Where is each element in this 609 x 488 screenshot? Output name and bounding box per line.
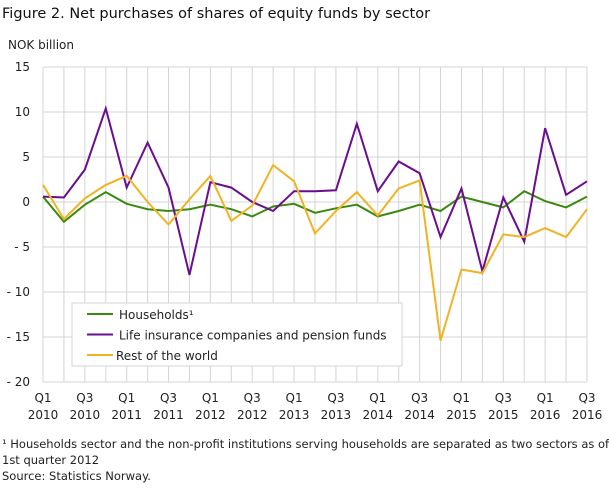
y-tick-label: - 5 — [14, 240, 30, 254]
x-tick-label-quarter: Q1 — [202, 391, 219, 405]
footnote-2: 1st quarter 2012 — [2, 453, 100, 467]
legend-label: Households¹ — [119, 308, 194, 322]
x-tick-label-quarter: Q3 — [411, 391, 428, 405]
y-axis-label: NOK billion — [8, 38, 75, 52]
x-tick-label-quarter: Q1 — [118, 391, 135, 405]
y-tick-label: 10 — [15, 105, 30, 119]
x-tick-label-quarter: Q3 — [495, 391, 512, 405]
footnote-1: ¹ Households sector and the non-profit i… — [2, 437, 609, 451]
chart-title: Figure 2. Net purchases of shares of equ… — [2, 6, 431, 22]
legend-label: Life insurance companies and pension fun… — [119, 329, 387, 343]
y-tick-label: 5 — [22, 150, 30, 164]
x-tick-label-quarter: Q1 — [34, 391, 51, 405]
x-tick-label-year: 2015 — [446, 408, 477, 422]
x-tick-label-quarter: Q1 — [286, 391, 303, 405]
legend-box — [71, 302, 403, 367]
y-tick-label: 0 — [22, 195, 30, 209]
x-tick-label-quarter: Q3 — [578, 391, 595, 405]
x-tick-label-year: 2012 — [195, 408, 226, 422]
x-tick-label-year: 2012 — [237, 408, 268, 422]
x-tick-label-year: 2016 — [530, 408, 561, 422]
y-tick-label: 15 — [15, 60, 30, 74]
y-tick-label: - 10 — [7, 285, 30, 299]
x-tick-label-quarter: Q3 — [76, 391, 93, 405]
x-tick-label-quarter: Q1 — [453, 391, 470, 405]
x-tick-label-quarter: Q3 — [244, 391, 261, 405]
x-tick-label-year: 2014 — [404, 408, 435, 422]
x-tick-label-year: 2011 — [153, 408, 184, 422]
x-tick-label-year: 2015 — [488, 408, 519, 422]
x-tick-label-quarter: Q3 — [327, 391, 344, 405]
x-tick-label-quarter: Q3 — [160, 391, 177, 405]
x-tick-label-year: 2010 — [70, 408, 101, 422]
x-tick-label-year: 2011 — [111, 408, 142, 422]
x-tick-label-year: 2016 — [572, 408, 603, 422]
x-tick-label-quarter: Q1 — [537, 391, 554, 405]
source-note: Source: Statistics Norway. — [2, 469, 151, 483]
x-tick-label-year: 2010 — [28, 408, 59, 422]
x-tick-label-year: 2013 — [279, 408, 310, 422]
y-tick-label: - 20 — [7, 375, 30, 389]
x-tick-label-year: 2013 — [321, 408, 352, 422]
x-tick-label-quarter: Q1 — [369, 391, 386, 405]
x-tick-label-year: 2014 — [362, 408, 393, 422]
legend-label: Rest of the world — [116, 349, 218, 363]
y-tick-label: - 15 — [7, 330, 30, 344]
